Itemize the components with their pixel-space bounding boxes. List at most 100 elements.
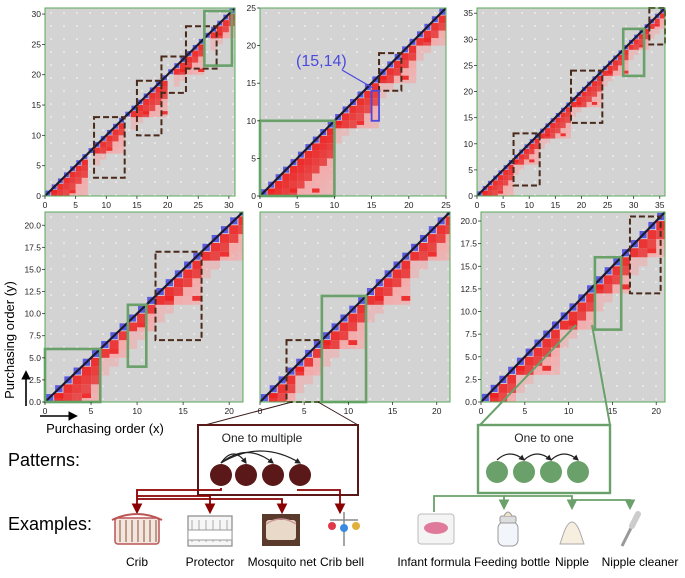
- grid-dot: [115, 77, 117, 79]
- y-tick-label: 30: [464, 34, 474, 44]
- grid-dot: [317, 242, 319, 244]
- heatmap-cell: [560, 128, 566, 134]
- grid-dot: [180, 359, 182, 361]
- example-label: Mosquito net: [248, 555, 317, 569]
- grid-dot: [382, 268, 384, 270]
- heatmap-cell: [289, 173, 298, 181]
- grid-dot: [586, 129, 588, 131]
- grid-dot: [291, 255, 293, 257]
- grid-dot: [616, 333, 618, 335]
- grid-dot: [343, 268, 345, 270]
- grid-dot: [330, 320, 332, 322]
- grid-dot: [603, 268, 605, 270]
- heatmap-cell: [659, 18, 665, 24]
- grid-dot: [167, 359, 169, 361]
- grid-dot: [421, 142, 423, 144]
- grid-dot: [89, 181, 91, 183]
- grid-dot: [486, 320, 488, 322]
- grid-dot: [551, 294, 553, 296]
- grid-dot: [421, 320, 423, 322]
- heatmap-cell: [503, 180, 509, 186]
- grid-dot: [512, 255, 514, 257]
- grid-dot: [330, 77, 332, 79]
- heatmap-cell: [498, 383, 508, 393]
- grid-dot: [89, 103, 91, 105]
- grid-dot: [89, 155, 91, 157]
- grid-dot: [482, 181, 484, 183]
- grid-dot: [232, 346, 234, 348]
- grid-dot: [538, 242, 540, 244]
- heatmap-cell: [112, 129, 119, 136]
- grid-dot: [206, 242, 208, 244]
- grid-dot: [265, 385, 267, 387]
- heatmap-cell: [312, 158, 320, 166]
- grid-dot: [154, 346, 156, 348]
- grid-dot: [330, 25, 332, 27]
- grid-dot: [89, 255, 91, 257]
- heatmap-cell: [559, 320, 569, 330]
- heatmap-cell: [100, 153, 107, 160]
- heatmap-cell: [297, 158, 305, 166]
- grid-dot: [180, 216, 182, 218]
- heatmap-cell: [408, 53, 417, 61]
- grid-dot: [206, 38, 208, 40]
- heatmap-cell: [146, 322, 156, 332]
- grid-dot: [395, 129, 397, 131]
- grid-dot: [193, 116, 195, 118]
- grid-dot: [434, 346, 436, 348]
- grid-dot: [167, 77, 169, 79]
- grid-dot: [128, 372, 130, 374]
- heatmap-cell: [487, 190, 493, 196]
- heatmap-cell: [69, 177, 76, 184]
- heatmap-cell: [183, 287, 193, 296]
- grid-dot: [551, 229, 553, 231]
- heatmap-cell: [555, 133, 561, 139]
- heatmap-band: [179, 68, 186, 72]
- grid-dot: [141, 281, 143, 283]
- grid-dot: [421, 90, 423, 92]
- heatmap-cell: [629, 257, 639, 267]
- grid-dot: [599, 12, 601, 14]
- heatmap-cell: [75, 189, 82, 196]
- grid-dot: [317, 255, 319, 257]
- grid-dot: [89, 320, 91, 322]
- y-tick-label: 7.5: [465, 329, 477, 339]
- grid-dot: [50, 51, 52, 53]
- grid-dot: [141, 372, 143, 374]
- grid-dot: [343, 25, 345, 27]
- grid-dot: [499, 294, 501, 296]
- heatmap-cell: [649, 34, 655, 40]
- heatmap-cell: [445, 216, 450, 226]
- pattern-node: [540, 461, 562, 483]
- heatmap-cell: [623, 49, 629, 55]
- grid-dot: [434, 116, 436, 118]
- grid-dot: [63, 333, 65, 335]
- heatmap-cell: [618, 60, 624, 66]
- grid-dot: [206, 103, 208, 105]
- grid-dot: [278, 281, 280, 283]
- y-tick-label: 17.5: [24, 242, 41, 252]
- grid-dot: [447, 398, 449, 400]
- grid-dot: [193, 307, 195, 309]
- grid-dot: [193, 25, 195, 27]
- grid-dot: [421, 103, 423, 105]
- grid-dot: [291, 268, 293, 270]
- grid-dot: [304, 25, 306, 27]
- x-tick-label: 0: [258, 406, 263, 416]
- heatmap-cell: [222, 26, 229, 33]
- heatmap-cell: [185, 56, 193, 63]
- heatmap-cell: [555, 128, 561, 134]
- grid-dot: [525, 320, 527, 322]
- heatmap-cell: [571, 102, 577, 108]
- grid-dot: [278, 372, 280, 374]
- heatmap-cell: [410, 260, 420, 270]
- grid-dot: [265, 142, 267, 144]
- heatmap-cell: [149, 98, 156, 106]
- grid-dot: [577, 333, 579, 335]
- feeding-bottle-icon: [497, 511, 519, 547]
- grid-dot: [63, 320, 65, 322]
- heatmap-cell: [533, 347, 543, 357]
- grid-dot: [278, 359, 280, 361]
